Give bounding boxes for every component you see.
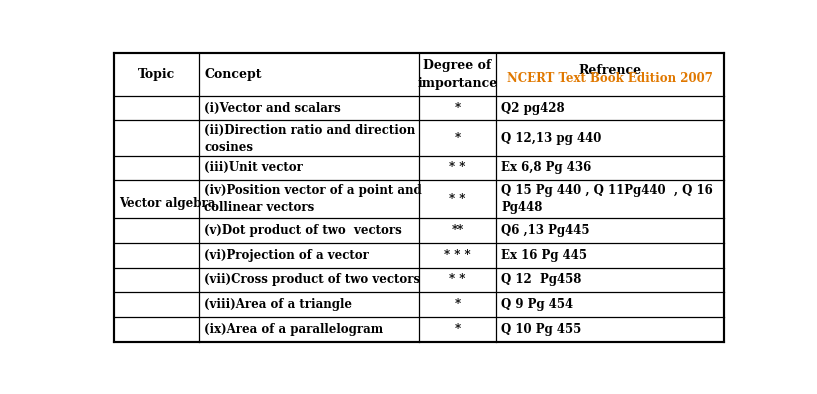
Text: Q6 ,13 Pg445: Q6 ,13 Pg445 xyxy=(501,224,590,237)
Text: Concept: Concept xyxy=(204,68,261,81)
Text: (i)Vector and scalars: (i)Vector and scalars xyxy=(204,102,341,115)
Text: (viii)Area of a triangle: (viii)Area of a triangle xyxy=(204,298,352,311)
Text: * *: * * xyxy=(449,273,466,286)
Text: Degree of
importance: Degree of importance xyxy=(417,59,498,90)
Text: Vector algebra: Vector algebra xyxy=(118,197,215,210)
Text: (iii)Unit vector: (iii)Unit vector xyxy=(204,162,303,175)
Text: Q 15 Pg 440 , Q 11Pg440  , Q 16
Pg448: Q 15 Pg 440 , Q 11Pg440 , Q 16 Pg448 xyxy=(501,184,713,214)
Text: Topic: Topic xyxy=(137,68,175,81)
Text: * *: * * xyxy=(449,193,466,206)
Text: **: ** xyxy=(451,224,463,237)
Text: (ii)Direction ratio and direction
cosines: (ii)Direction ratio and direction cosine… xyxy=(204,124,415,154)
Text: (ix)Area of a parallelogram: (ix)Area of a parallelogram xyxy=(204,323,383,336)
Text: (vi)Projection of a vector: (vi)Projection of a vector xyxy=(204,249,369,262)
Text: (vii)Cross product of two vectors: (vii)Cross product of two vectors xyxy=(204,273,420,286)
Text: * *: * * xyxy=(449,162,466,175)
Text: Refrence: Refrence xyxy=(578,64,641,77)
Text: Ex 16 Pg 445: Ex 16 Pg 445 xyxy=(501,249,587,262)
Text: (iv)Position vector of a point and
collinear vectors: (iv)Position vector of a point and colli… xyxy=(204,184,422,214)
Text: (v)Dot product of two  vectors: (v)Dot product of two vectors xyxy=(204,224,402,237)
Text: *: * xyxy=(454,132,461,145)
Text: Q 10 Pg 455: Q 10 Pg 455 xyxy=(501,323,582,336)
Text: Q 12,13 pg 440: Q 12,13 pg 440 xyxy=(501,132,601,145)
Text: Q2 pg428: Q2 pg428 xyxy=(501,102,565,115)
Text: Ex 6,8 Pg 436: Ex 6,8 Pg 436 xyxy=(501,162,592,175)
Text: Q 9 Pg 454: Q 9 Pg 454 xyxy=(501,298,574,311)
Text: * * *: * * * xyxy=(444,249,471,262)
Text: NCERT Text Book Edition 2007: NCERT Text Book Edition 2007 xyxy=(507,72,713,85)
Text: *: * xyxy=(454,298,461,311)
Text: Q 12  Pg458: Q 12 Pg458 xyxy=(501,273,582,286)
Text: *: * xyxy=(454,323,461,336)
Text: *: * xyxy=(454,102,461,115)
